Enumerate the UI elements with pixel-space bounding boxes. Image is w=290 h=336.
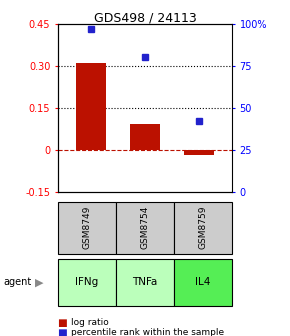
Text: IFNg: IFNg <box>75 277 99 287</box>
Text: IL4: IL4 <box>195 277 211 287</box>
Text: GDS498 / 24113: GDS498 / 24113 <box>94 12 196 25</box>
Bar <box>184 150 214 155</box>
Bar <box>76 63 106 150</box>
Text: agent: agent <box>3 277 31 287</box>
Text: ▶: ▶ <box>35 277 44 287</box>
Text: log ratio: log ratio <box>71 318 109 327</box>
Text: ■: ■ <box>57 318 66 328</box>
Bar <box>130 124 160 150</box>
Text: GSM8759: GSM8759 <box>198 206 208 249</box>
Text: ■: ■ <box>57 328 66 336</box>
Text: TNFa: TNFa <box>132 277 158 287</box>
Text: GSM8749: GSM8749 <box>82 206 92 249</box>
Text: percentile rank within the sample: percentile rank within the sample <box>71 328 224 336</box>
Text: GSM8754: GSM8754 <box>140 206 150 249</box>
